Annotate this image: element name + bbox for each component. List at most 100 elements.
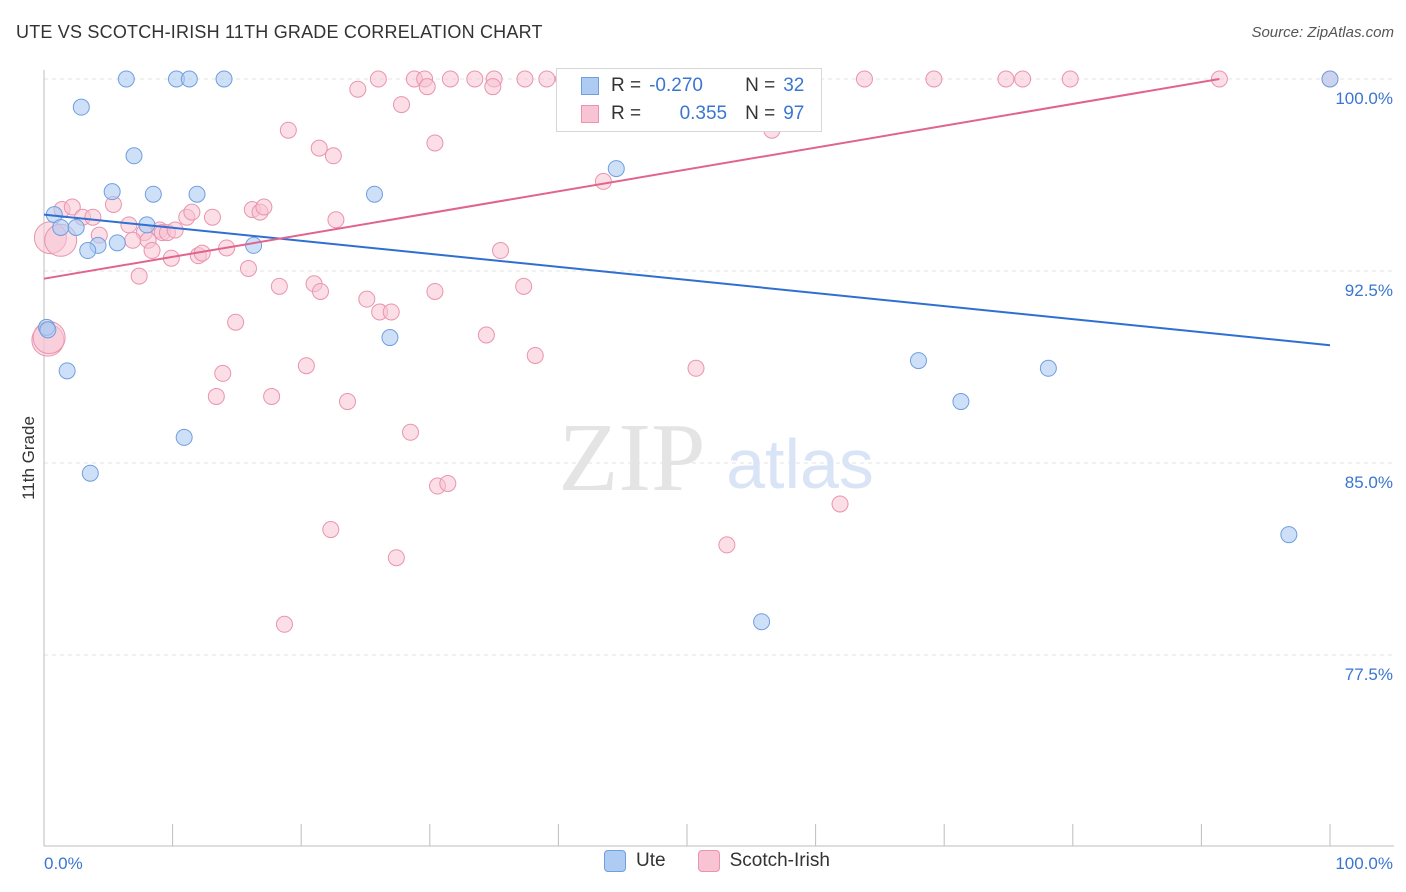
ute-point	[366, 185, 384, 203]
scotch-irish-point	[418, 78, 436, 96]
scotch-irish-point	[515, 277, 533, 295]
legend-ute-n-label: N =	[745, 75, 776, 96]
scotch-irish-point	[84, 208, 102, 226]
ute-point	[39, 321, 57, 339]
y-tick-label: 100.0%	[1335, 89, 1393, 108]
series-legend-ute[interactable]: Ute	[604, 850, 666, 872]
scotch-irish-point	[322, 521, 340, 539]
grid-layer	[44, 78, 1394, 656]
source-label: Source: ZipAtlas.com	[1251, 24, 1394, 41]
scotch-irish-points	[31, 70, 1339, 633]
legend-swatch-ute	[581, 77, 599, 95]
ute-point	[67, 218, 85, 236]
legend-row-scotch: R = 0.355 N = 97	[581, 101, 804, 127]
legend-scotch-r-value: 0.355	[679, 103, 728, 124]
ute-point	[81, 464, 99, 482]
trend-lines	[43, 78, 1331, 347]
y-tick-label: 77.5%	[1345, 665, 1393, 684]
stats-legend: R = -0.270 N = 32 R = 0.355 N = 97	[556, 68, 822, 132]
ute-point	[180, 70, 198, 88]
ute-point	[144, 185, 162, 203]
scotch-irish-point	[393, 96, 411, 114]
chart-title: UTE VS SCOTCH-IRISH 11TH GRADE CORRELATI…	[16, 22, 543, 42]
scotch-irish-point	[855, 70, 873, 88]
scotch-irish-point	[925, 70, 943, 88]
scotch-irish-point	[327, 211, 345, 229]
ute-point	[108, 234, 126, 252]
ute-point	[72, 98, 90, 116]
scotch-irish-point	[387, 549, 405, 567]
axis-layer	[43, 70, 1394, 847]
legend-scotch-r-label: R =	[611, 103, 642, 124]
scotch-irish-point	[439, 474, 457, 492]
x-tick-label-min: 0.0%	[44, 854, 83, 873]
scotch-irish-point	[538, 70, 556, 88]
watermark: ZIP atlas	[559, 404, 874, 512]
scotch-irish-point	[227, 313, 245, 331]
ute-point	[381, 329, 399, 347]
scotch-irish-point	[997, 70, 1015, 88]
scotch-irish-point	[120, 216, 138, 234]
scotch-irish-point	[484, 78, 502, 96]
series-label-ute: Ute	[636, 850, 666, 871]
ute-point	[1039, 359, 1057, 377]
scotch-irish-point	[310, 139, 328, 157]
scotch-irish-point	[124, 231, 142, 249]
legend-ute-n-value: 32	[783, 75, 805, 96]
scotch-irish-point	[166, 221, 184, 239]
ute-point	[52, 218, 70, 236]
scotch-irish-point	[214, 364, 232, 382]
scotch-irish-point	[270, 277, 288, 295]
legend-ute-r-value: -0.270	[649, 75, 703, 96]
series-swatch-scotch	[697, 850, 720, 872]
scotch-irish-trend-line	[43, 78, 1220, 280]
scotch-irish-point	[718, 536, 736, 554]
ute-points	[38, 70, 1339, 631]
scotch-irish-point	[349, 80, 367, 98]
x-tick-label-max: 100.0%	[1335, 854, 1393, 873]
ute-point	[175, 428, 193, 446]
scotch-irish-point	[1014, 70, 1032, 88]
legend-scotch-n-value: 97	[783, 103, 805, 124]
watermark-atlas: atlas	[726, 425, 874, 503]
y-tick-label: 85.0%	[1345, 473, 1393, 492]
ute-point	[125, 147, 143, 165]
scotch-irish-point	[382, 303, 400, 321]
ute-point	[909, 352, 927, 370]
scotch-irish-point	[526, 346, 544, 364]
ute-point	[607, 160, 625, 178]
ute-point	[215, 70, 233, 88]
scotch-irish-point	[369, 70, 387, 88]
scotch-irish-point	[207, 387, 225, 405]
scotch-irish-point	[516, 70, 534, 88]
series-swatch-ute	[604, 850, 626, 872]
y-axis-title: 11th Grade	[19, 416, 38, 500]
ute-point	[117, 70, 135, 88]
scotch-irish-point	[275, 615, 293, 633]
scotch-irish-point	[324, 147, 342, 165]
legend-scotch-n-label: N =	[745, 103, 776, 124]
tick-labels: 77.5% 85.0% 92.5% 100.0% 0.0% 100.0%	[44, 89, 1393, 873]
ute-point	[753, 613, 771, 631]
scotch-irish-point	[477, 326, 495, 344]
ute-point	[79, 242, 97, 260]
scotch-irish-point	[311, 282, 329, 300]
scotch-irish-point	[263, 387, 281, 405]
scotch-irish-point	[143, 242, 161, 260]
ute-point	[103, 183, 121, 201]
scotch-irish-point	[1061, 70, 1079, 88]
ute-trend-line	[43, 213, 1331, 347]
series-legend-scotch[interactable]: Scotch-Irish	[697, 850, 830, 872]
scotch-irish-point	[130, 267, 148, 285]
watermark-zip: ZIP	[559, 404, 706, 512]
ute-point	[188, 185, 206, 203]
scotch-irish-point	[183, 203, 201, 221]
scotch-irish-point	[831, 495, 849, 513]
scotch-irish-point	[239, 259, 257, 277]
scotch-irish-point	[402, 423, 420, 441]
y-tick-label: 92.5%	[1345, 281, 1393, 300]
scotch-irish-point	[63, 198, 81, 216]
scotch-irish-point	[426, 134, 444, 152]
series-label-scotch: Scotch-Irish	[729, 850, 830, 871]
